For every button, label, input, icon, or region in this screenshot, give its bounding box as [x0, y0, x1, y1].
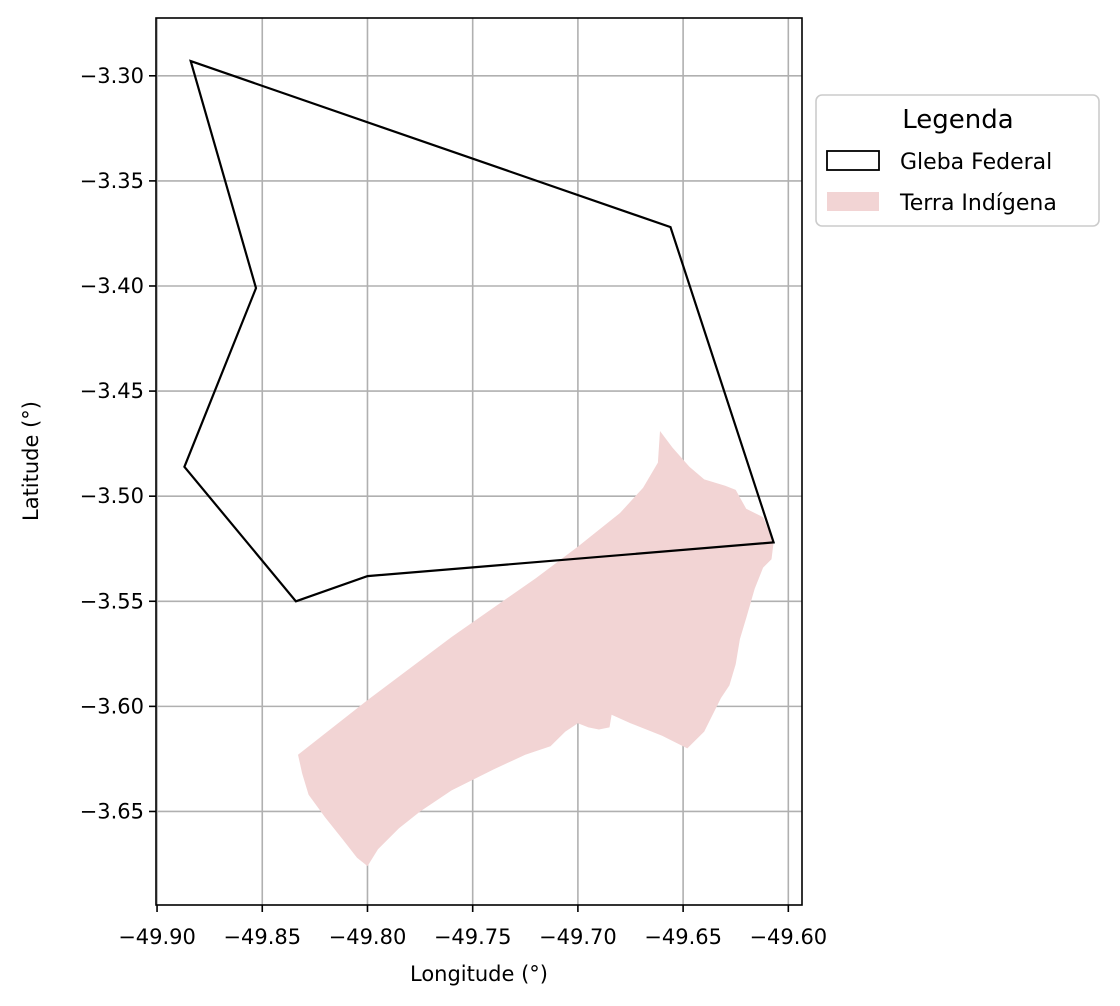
y-tick-label: −3.60 — [80, 694, 144, 718]
y-tick-label: −3.55 — [80, 589, 144, 613]
legend-label-gleba-federal: Gleba Federal — [900, 150, 1052, 175]
legend-label-terra-indigena: Terra Indígena — [899, 191, 1057, 216]
y-tick-label: −3.45 — [80, 379, 144, 403]
grid-lines — [156, 18, 802, 905]
legend-title: Legenda — [902, 105, 1013, 135]
y-tick-label: −3.35 — [80, 169, 144, 193]
plot-frame — [155, 17, 803, 906]
y-axis-ticks: −3.30 −3.35 −3.40 −3.45 −3.50 −3.55 −3.60 −3.65 — [80, 64, 156, 823]
x-tick-label: −49.70 — [539, 925, 617, 949]
legend-swatch-gleba-federal — [826, 150, 880, 171]
polygon-gleba-federal — [183, 59, 776, 603]
y-tick-label: −3.65 — [80, 799, 144, 823]
x-tick-label: −49.75 — [434, 925, 512, 949]
x-tick-label: −49.85 — [223, 925, 301, 949]
x-tick-label: −49.60 — [749, 925, 827, 949]
y-axis-label: Latitude (°) — [19, 401, 43, 521]
x-tick-label: −49.80 — [329, 925, 407, 949]
legend: Legenda Gleba Federal Terra Indígena — [815, 94, 1100, 227]
y-tick-label: −3.40 — [80, 274, 144, 298]
y-tick-label: −3.50 — [80, 484, 144, 508]
x-axis-label: Longitude (°) — [410, 962, 548, 986]
legend-swatch-terra-indigena — [827, 192, 879, 211]
x-tick-label: −49.90 — [118, 925, 196, 949]
x-axis-ticks: −49.90 −49.85 −49.80 −49.75 −49.70 −49.65 −49.… — [118, 905, 827, 949]
polygon-terra-indigena — [298, 431, 774, 867]
x-tick-label: −49.65 — [644, 925, 722, 949]
map-layers — [183, 59, 776, 867]
legend-box — [815, 94, 1100, 227]
y-tick-label: −3.30 — [80, 64, 144, 88]
